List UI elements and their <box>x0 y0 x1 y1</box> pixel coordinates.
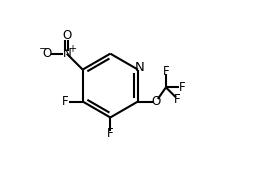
Text: −: − <box>39 44 48 54</box>
Text: O: O <box>151 95 161 108</box>
Text: F: F <box>62 95 69 108</box>
Text: F: F <box>107 127 114 140</box>
Text: N: N <box>62 47 71 60</box>
Text: F: F <box>163 65 169 78</box>
Text: +: + <box>68 44 76 54</box>
Text: F: F <box>179 81 186 94</box>
Text: O: O <box>42 47 52 60</box>
Text: N: N <box>135 61 145 74</box>
Text: F: F <box>174 93 181 106</box>
Text: O: O <box>62 29 72 42</box>
